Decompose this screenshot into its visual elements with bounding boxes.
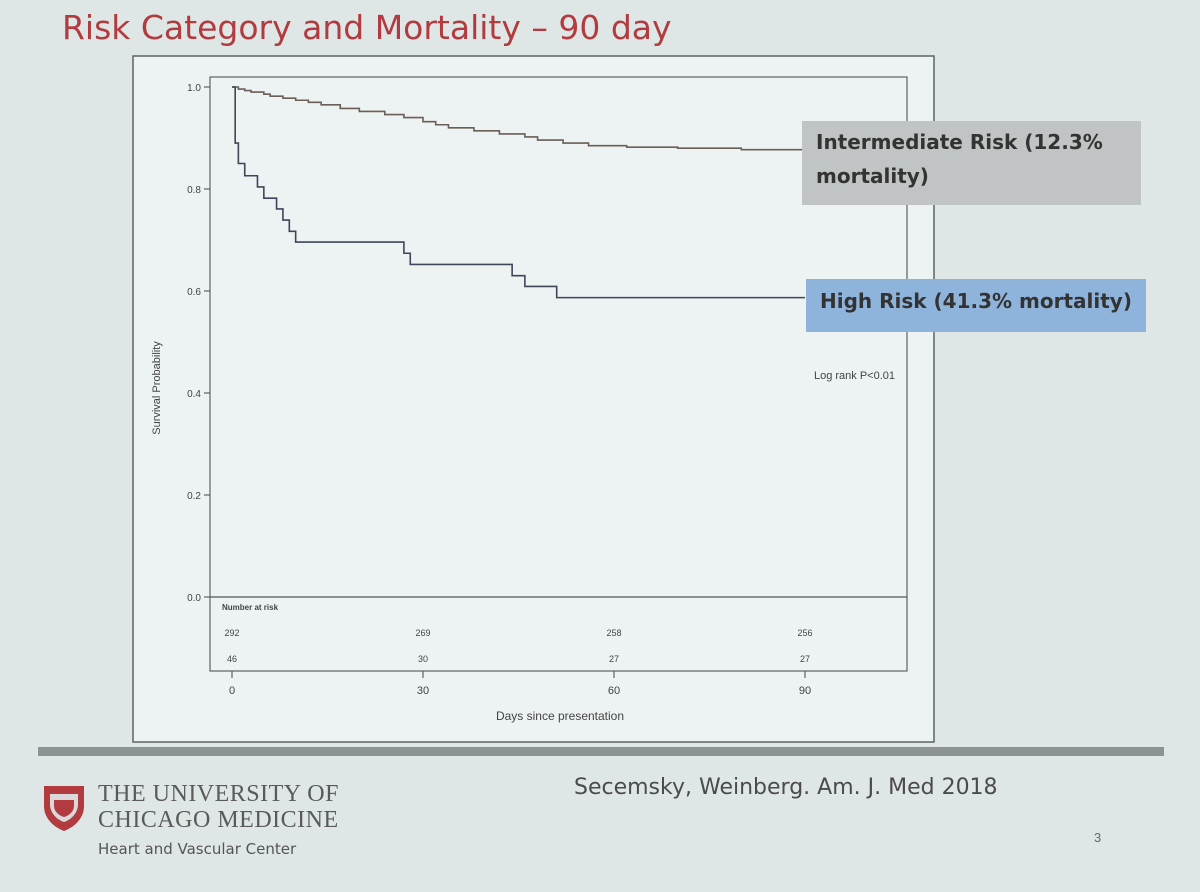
institution-line-2: CHICAGO MEDICINE	[98, 807, 339, 833]
number-at-risk-value: 46	[227, 654, 237, 664]
high-risk-callout: High Risk (41.3% mortality)	[806, 279, 1146, 332]
high-risk-curve	[232, 86, 805, 299]
number-at-risk-value: 256	[797, 628, 812, 638]
number-at-risk-value: 27	[609, 654, 619, 664]
x-tick-label: 0	[229, 685, 235, 697]
x-axis: 0 30 60 90	[229, 671, 811, 697]
risk-table: Number at risk 292 269 258 256 46 30 27 27	[222, 603, 813, 664]
number-at-risk-value: 30	[418, 654, 428, 664]
number-at-risk-value: 27	[800, 654, 810, 664]
log-rank-annotation: Log rank P<0.01	[814, 370, 895, 382]
y-tick-label: 0.8	[187, 185, 201, 196]
slide-title: Risk Category and Mortality – 90 day	[62, 8, 672, 47]
x-tick-label: 60	[608, 685, 620, 697]
y-tick-label: 0.0	[187, 593, 201, 604]
y-axis-label: Survival Probability	[151, 341, 163, 435]
y-tick-label: 0.2	[187, 491, 201, 502]
number-at-risk-value: 292	[224, 628, 239, 638]
series-layer	[232, 86, 805, 299]
x-axis-label: Days since presentation	[496, 709, 624, 723]
intermediate-risk-callout: Intermediate Risk (12.3% mortality)	[802, 121, 1141, 205]
risk-table-box	[209, 596, 908, 672]
x-tick-label: 30	[417, 685, 429, 697]
intermediate-risk-curve	[232, 86, 805, 151]
institution-subtitle: Heart and Vascular Center	[98, 840, 297, 858]
x-tick-label: 90	[799, 685, 811, 697]
uchicago-shield-logo	[44, 786, 84, 831]
y-axis: 0.0 0.2 0.4 0.6 0.8 1.0	[187, 83, 210, 604]
institution-line-1: THE UNIVERSITY OF	[98, 781, 339, 807]
number-at-risk-value: 258	[606, 628, 621, 638]
number-at-risk-value: 269	[415, 628, 430, 638]
citation: Secemsky, Weinberg. Am. J. Med 2018	[574, 775, 998, 800]
number-at-risk-label: Number at risk	[222, 603, 279, 612]
page-number: 3	[1094, 830, 1102, 845]
y-tick-label: 0.6	[187, 287, 201, 298]
y-tick-label: 1.0	[187, 83, 201, 94]
y-tick-label: 0.4	[187, 389, 201, 400]
chart-frame	[132, 55, 935, 743]
footer-divider	[38, 747, 1164, 756]
